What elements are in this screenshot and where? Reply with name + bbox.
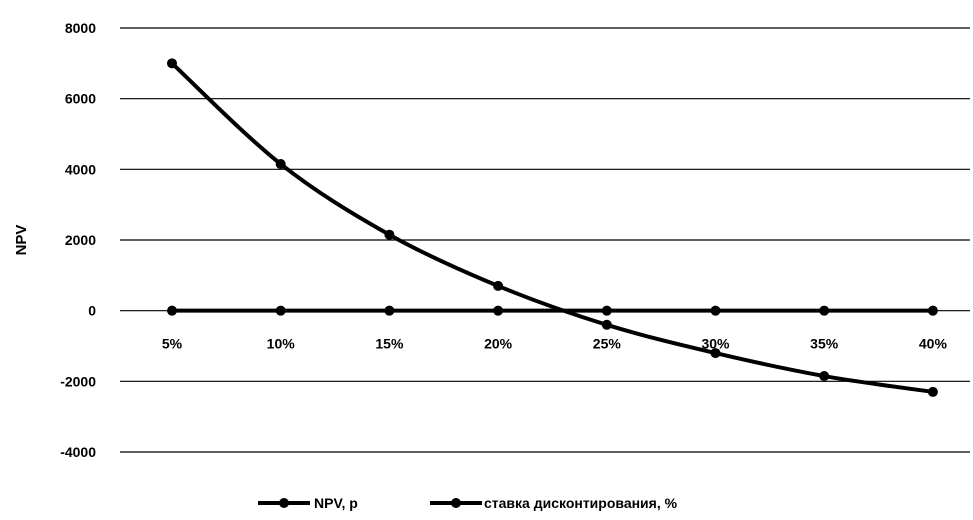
x-tick-label: 25% [593, 336, 622, 352]
series-1 [167, 58, 938, 397]
y-tick-label: 4000 [65, 161, 96, 177]
data-point [601, 319, 612, 330]
legend-label: NPV, p [314, 495, 358, 511]
y-tick-label: 8000 [65, 20, 96, 36]
data-point [167, 305, 177, 316]
y-axis-label: NPV [13, 225, 30, 256]
x-axis-ticks: 5% 10% 15% 20% 25% 30% 35% 40% [162, 336, 948, 352]
legend-item: ставка дисконтирования, % [430, 495, 678, 511]
series-2 [167, 305, 938, 316]
data-point [927, 386, 938, 397]
legend-marker [451, 498, 461, 508]
gridlines [120, 27, 970, 453]
legend-item: NPV, p [258, 495, 358, 511]
data-point [384, 229, 395, 240]
x-tick-label: 10% [267, 336, 296, 352]
x-tick-label: 20% [484, 336, 513, 352]
data-point [819, 371, 830, 382]
y-tick-label: -2000 [60, 373, 96, 389]
y-tick-label: -4000 [60, 444, 96, 460]
legend: NPV, p ставка дисконтирования, % [258, 495, 678, 511]
data-point [710, 348, 721, 359]
data-point [927, 305, 938, 316]
data-point [601, 305, 612, 316]
y-tick-label: 2000 [65, 232, 96, 248]
data-point [819, 305, 830, 316]
data-point [275, 159, 286, 170]
data-point [493, 280, 504, 291]
data-point [384, 305, 395, 316]
x-tick-label: 35% [810, 336, 839, 352]
legend-label: ставка дисконтирования, % [484, 495, 678, 511]
y-tick-label: 0 [88, 303, 96, 319]
y-axis-ticks: -4000 -2000 0 2000 4000 6000 8000 [60, 20, 96, 460]
series-group [167, 58, 938, 397]
legend-marker [279, 498, 289, 508]
x-tick-label: 40% [919, 336, 948, 352]
y-tick-label: 6000 [65, 91, 96, 107]
x-tick-label: 5% [162, 336, 183, 352]
data-point [275, 305, 286, 316]
x-tick-label: 15% [375, 336, 404, 352]
data-point [493, 305, 504, 316]
data-point [710, 305, 721, 316]
data-point [167, 58, 177, 69]
x-tick-label: 30% [701, 336, 730, 352]
